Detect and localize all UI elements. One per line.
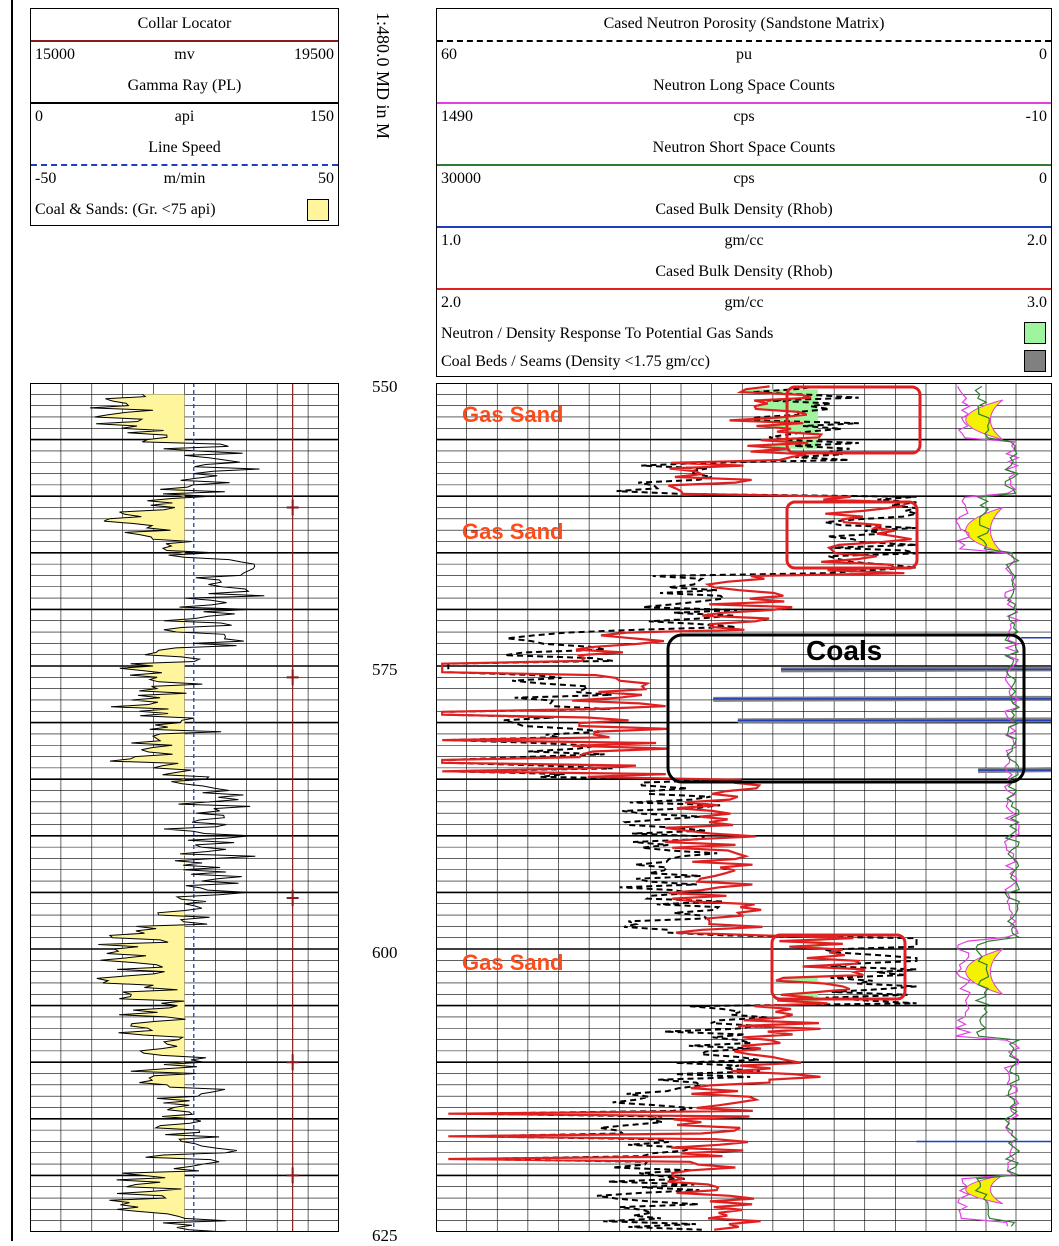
curve-unit: pu (736, 46, 752, 63)
curve-name: Cased Neutron Porosity (Sandstone Matrix… (603, 15, 885, 32)
curve-line-linespeed (31, 164, 338, 166)
page-edge-line (11, 0, 13, 1241)
legend-label: Coal & Sands: (Gr. <75 api) (35, 201, 216, 218)
right-track-header: Cased Neutron Porosity (Sandstone Matrix… (436, 8, 1052, 377)
curve-name: Neutron Long Space Counts (653, 77, 835, 94)
collar-spike (286, 669, 299, 686)
track-border (30, 383, 339, 1232)
curve-line-long-space (437, 102, 1051, 104)
scale-max: 50 (318, 170, 334, 187)
scale-max: 0 (1039, 46, 1047, 63)
scale-max: 0 (1039, 170, 1047, 187)
counts-crossover-fill (965, 399, 1004, 441)
curve-name: Neutron Short Space Counts (652, 139, 836, 156)
coal-fills (713, 636, 1052, 1143)
scale-max: 19500 (294, 46, 334, 63)
scale-min: 15000 (35, 46, 75, 63)
curve-name: Cased Bulk Density (Rhob) (655, 263, 833, 280)
scale-min: 60 (441, 46, 457, 63)
depth-label: 600 (372, 943, 398, 962)
legend-label: Coal Beds / Seams (Density <1.75 gm/cc) (441, 353, 710, 370)
curve-unit: api (174, 108, 195, 125)
gamma-ray-curve (89, 393, 265, 1232)
curve-unit: mv (174, 46, 195, 63)
gas-sand-box-2 (785, 500, 919, 570)
curve-line-density-1 (437, 226, 1051, 228)
collar-spike (286, 1167, 299, 1184)
depth-label: 575 (372, 660, 398, 679)
curve-unit: gm/cc (724, 294, 764, 311)
scale-max: 3.0 (1027, 294, 1047, 311)
left-log-track (30, 383, 339, 1232)
short-space-counts-curve (974, 385, 1022, 1227)
collar-spike (286, 890, 299, 907)
curve-name: Collar Locator (137, 15, 232, 32)
scale-max: 2.0 (1027, 232, 1047, 249)
gas-sand-label: Gas Sand (462, 402, 563, 427)
curve-unit: cps (733, 170, 755, 187)
gas-sand-fill (729, 389, 822, 449)
scale-min: 30000 (441, 170, 481, 187)
bulk-density-curve (441, 385, 912, 1231)
legend-label: Neutron / Density Response To Potential … (441, 325, 774, 342)
curve-unit: cps (733, 108, 755, 125)
curve-unit: gm/cc (724, 232, 764, 249)
legend-swatch-gas (1024, 322, 1046, 344)
scale-min: 1490 (441, 108, 473, 125)
coals-box (666, 633, 1026, 784)
neutron-porosity-curve (447, 385, 918, 1231)
scale-max: -10 (1025, 108, 1047, 125)
scale-caption: 1:480.0 MD in M (373, 12, 393, 140)
curve-unit: m/min (163, 170, 206, 187)
collar-spike (286, 1054, 299, 1071)
curve-line-gamma (31, 102, 338, 104)
counts-crossover-fill (965, 1174, 1003, 1205)
long-space-counts-curve (953, 386, 1021, 1227)
gas-sand-label: Gas Sand (462, 519, 563, 544)
legend-swatch-sands (307, 199, 329, 221)
left-track-header: Collar Locator 15000 mv 19500 Gamma Ray … (30, 8, 339, 226)
gas-fills (729, 389, 1004, 1205)
curve-line-short-space (437, 164, 1051, 166)
curve-line-neutron-porosity (437, 40, 1051, 42)
curve-name: Gamma Ray (PL) (127, 77, 242, 94)
track-border (436, 383, 1052, 1232)
curve-line-collar (31, 40, 338, 42)
coals-label: Coals (806, 635, 882, 666)
legend-swatch-coal (1024, 350, 1046, 372)
gas-sand-box-3 (770, 933, 907, 1001)
gas-sand-label: Gas Sand (462, 950, 563, 975)
scale-min: -50 (35, 170, 57, 187)
depth-grid (436, 383, 1052, 1232)
collar-spike (286, 499, 299, 516)
annotations: Gas Sand Gas Sand Gas Sand Coals (462, 385, 1026, 1001)
curve-name: Line Speed (148, 139, 221, 156)
scale-min: 2.0 (441, 294, 461, 311)
scale-max: 150 (310, 108, 334, 125)
scale-min: 1.0 (441, 232, 461, 249)
curve-name: Cased Bulk Density (Rhob) (655, 201, 833, 218)
collar-locator-curve (286, 383, 299, 1232)
curve-line-density-2 (437, 288, 1051, 290)
scale-min: 0 (35, 108, 43, 125)
depth-label: 625 (372, 1226, 398, 1245)
counts-crossover-fill (965, 948, 1004, 995)
sand-fill (90, 394, 185, 1232)
right-log-track: Gas Sand Gas Sand Gas Sand Coals (436, 383, 1052, 1232)
gas-sand-box-1 (785, 385, 922, 455)
depth-label: 550 (372, 377, 398, 396)
